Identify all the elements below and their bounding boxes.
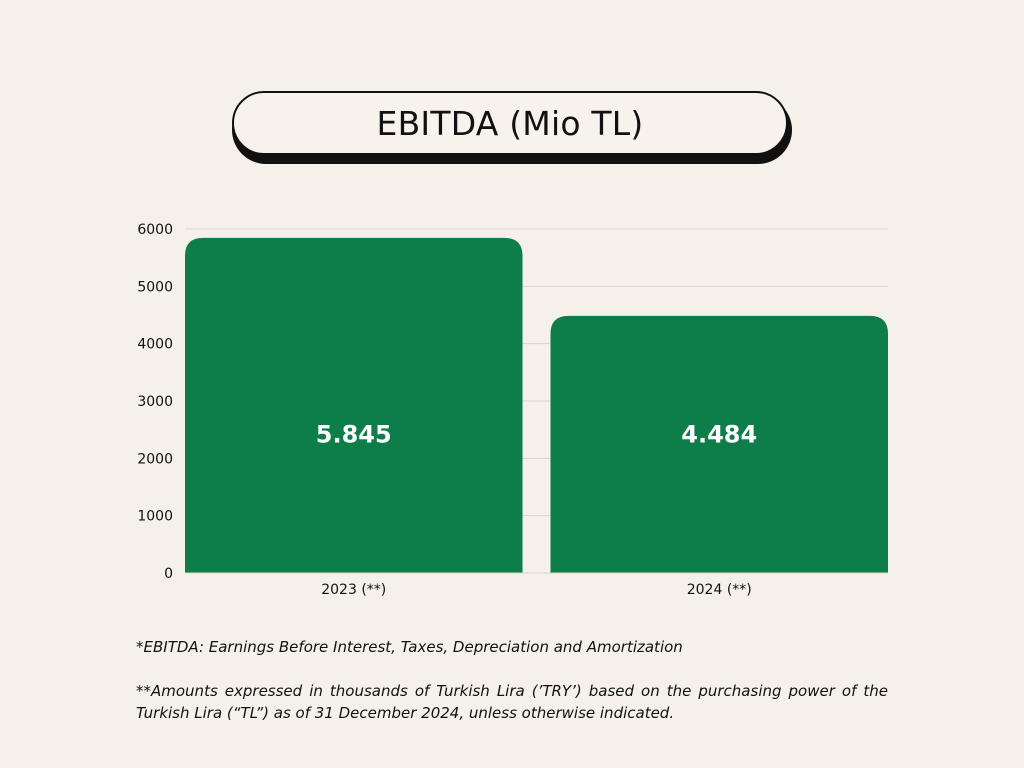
y-tick-label: 3000 — [137, 394, 173, 410]
y-tick-label: 0 — [164, 566, 173, 582]
chart-svg: 0 1000 2000 3000 4000 5000 6000 5.845 2023 (**) 4… — [137, 222, 888, 598]
title-pill: EBITDA (Mio TL) — [232, 91, 788, 155]
bar-data-label: 4.484 — [681, 420, 757, 448]
y-tick-label: 6000 — [137, 222, 173, 238]
footnote-amounts-note: **Amounts expressed in thousands of Turk… — [136, 682, 888, 722]
bar-data-label: 5.845 — [316, 420, 392, 448]
bar-chart: 0 1000 2000 3000 4000 5000 6000 5.845 2023 (**) 4… — [120, 215, 910, 610]
x-category-label: 2024 (**) — [687, 582, 752, 598]
chart-title: EBITDA (Mio TL) — [376, 103, 644, 143]
y-tick-label: 5000 — [137, 279, 173, 295]
y-tick-label: 4000 — [137, 337, 173, 353]
footnote-ebitda-definition: *EBITDA: Earnings Before Interest, Taxes… — [136, 638, 683, 656]
y-tick-label: 1000 — [137, 509, 173, 525]
y-tick-label: 2000 — [137, 451, 173, 467]
x-category-label: 2023 (**) — [321, 582, 386, 598]
bar — [185, 237, 523, 574]
bar — [550, 315, 888, 573]
